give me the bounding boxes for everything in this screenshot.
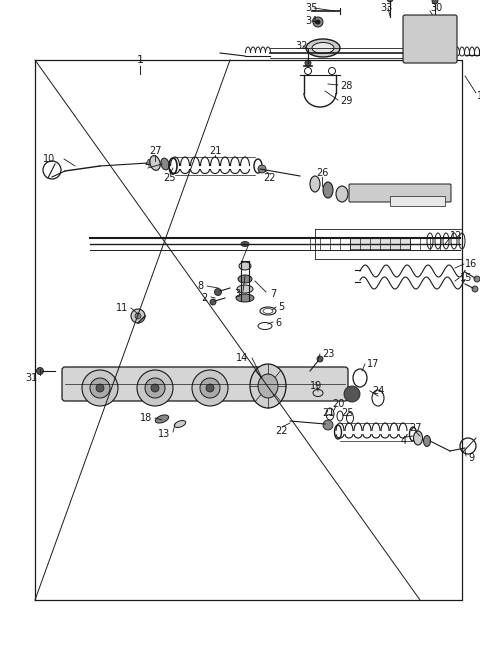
FancyBboxPatch shape — [390, 196, 445, 206]
FancyBboxPatch shape — [62, 367, 348, 401]
Ellipse shape — [238, 275, 252, 283]
Circle shape — [210, 299, 216, 305]
Text: 33: 33 — [380, 3, 392, 13]
Text: 25: 25 — [164, 173, 176, 183]
Text: 24: 24 — [372, 386, 384, 396]
Ellipse shape — [161, 158, 169, 170]
Ellipse shape — [423, 436, 431, 447]
Circle shape — [317, 356, 323, 362]
Circle shape — [96, 384, 104, 392]
Ellipse shape — [241, 241, 249, 247]
Text: 4: 4 — [401, 436, 407, 446]
Ellipse shape — [258, 374, 278, 398]
FancyBboxPatch shape — [349, 184, 451, 202]
Text: 35: 35 — [305, 3, 317, 13]
Circle shape — [82, 370, 118, 406]
Circle shape — [387, 0, 393, 2]
Text: 22: 22 — [276, 426, 288, 436]
Text: 21: 21 — [209, 146, 221, 156]
Text: 19: 19 — [310, 381, 322, 391]
Ellipse shape — [237, 285, 253, 293]
Text: 5: 5 — [278, 302, 284, 312]
Text: 8: 8 — [197, 281, 203, 291]
Circle shape — [137, 370, 173, 406]
Text: 18: 18 — [140, 413, 152, 423]
Text: 31: 31 — [26, 373, 38, 383]
Text: 15: 15 — [460, 273, 472, 283]
Circle shape — [200, 378, 220, 398]
Text: 27: 27 — [410, 423, 422, 433]
Circle shape — [474, 276, 480, 282]
Text: 13: 13 — [158, 429, 170, 439]
Text: 16: 16 — [465, 259, 477, 269]
Ellipse shape — [174, 420, 186, 428]
Text: 7: 7 — [270, 289, 276, 299]
Circle shape — [323, 420, 333, 430]
Text: 22: 22 — [264, 173, 276, 183]
Ellipse shape — [310, 176, 320, 192]
Circle shape — [145, 378, 165, 398]
Text: 34: 34 — [305, 16, 317, 26]
Ellipse shape — [312, 43, 334, 54]
Text: 28: 28 — [340, 81, 352, 91]
Text: 32: 32 — [295, 41, 307, 51]
Ellipse shape — [236, 294, 254, 302]
Ellipse shape — [336, 186, 348, 202]
Text: 14: 14 — [236, 353, 248, 363]
Text: 3: 3 — [234, 289, 240, 299]
Ellipse shape — [306, 39, 340, 57]
Circle shape — [472, 286, 478, 292]
Circle shape — [313, 17, 323, 27]
Text: 1: 1 — [477, 91, 480, 101]
Text: 1: 1 — [136, 55, 144, 65]
Text: 6: 6 — [275, 318, 281, 328]
Circle shape — [258, 165, 266, 173]
Text: 4: 4 — [145, 159, 151, 169]
Circle shape — [305, 60, 311, 66]
Text: 26: 26 — [316, 168, 328, 178]
Text: 11: 11 — [116, 303, 128, 313]
Circle shape — [344, 386, 360, 402]
Ellipse shape — [156, 415, 168, 423]
Text: 27: 27 — [149, 146, 161, 156]
Circle shape — [192, 370, 228, 406]
Circle shape — [151, 384, 159, 392]
Circle shape — [206, 384, 214, 392]
FancyBboxPatch shape — [403, 15, 457, 63]
Text: 20: 20 — [332, 399, 344, 409]
Circle shape — [36, 367, 44, 375]
Text: 23: 23 — [322, 349, 335, 359]
Circle shape — [315, 20, 321, 24]
Circle shape — [90, 378, 110, 398]
Text: 17: 17 — [367, 359, 379, 369]
Ellipse shape — [413, 431, 422, 445]
FancyBboxPatch shape — [350, 238, 410, 249]
Ellipse shape — [323, 182, 333, 198]
Ellipse shape — [239, 262, 251, 270]
Text: 10: 10 — [43, 154, 55, 164]
Circle shape — [131, 309, 145, 323]
Circle shape — [215, 289, 221, 295]
Text: 12: 12 — [450, 231, 462, 241]
Text: 29: 29 — [340, 96, 352, 106]
Text: 25: 25 — [342, 408, 354, 418]
Text: 2: 2 — [202, 293, 208, 303]
Text: 9: 9 — [468, 453, 474, 463]
Text: 30: 30 — [430, 3, 442, 13]
Circle shape — [135, 313, 141, 319]
Circle shape — [432, 0, 438, 4]
Text: 21: 21 — [322, 408, 334, 418]
Ellipse shape — [250, 364, 286, 408]
Ellipse shape — [150, 155, 160, 171]
